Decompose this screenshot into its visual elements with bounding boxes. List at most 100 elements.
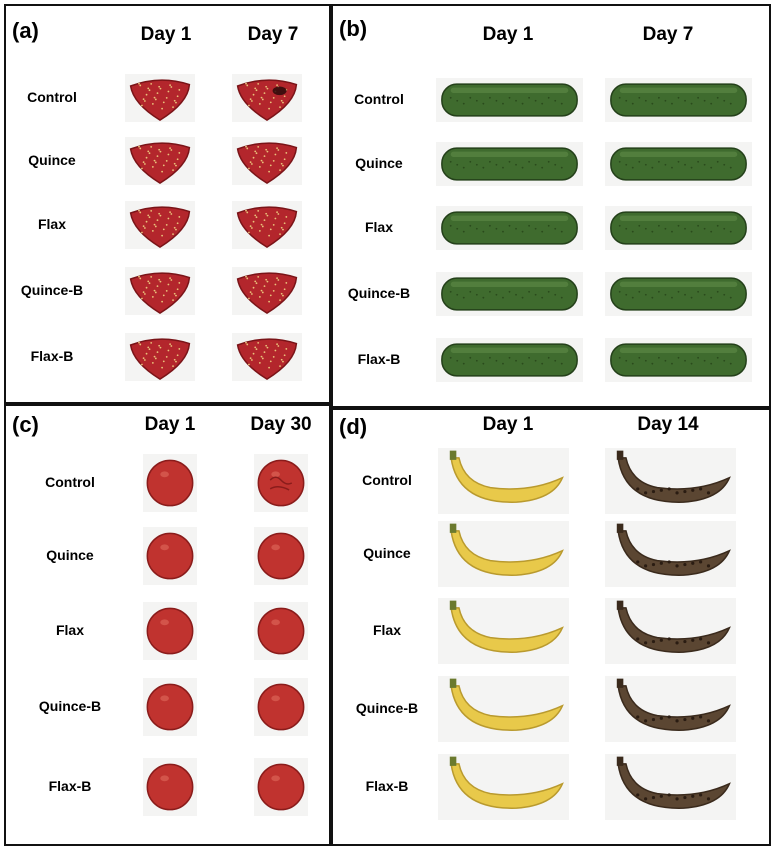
cucumber-bump [671,102,673,105]
seed-dot [161,234,163,237]
cucumber-bump [618,224,621,227]
seed-dot [276,211,278,214]
seed-dot [141,167,143,170]
seed-dot [145,93,148,96]
cucumber-bump [502,230,504,233]
panel-c-tomato-photo-later [254,454,308,512]
panel-d-banana-photo-day1 [438,754,569,820]
cucumber-bump [729,166,732,169]
seed-dot [261,225,264,228]
seed-dot [143,163,146,165]
seed-dot [175,360,177,363]
banana-stem [449,678,457,688]
strawberry-shape [236,206,298,248]
cucumber-bump [475,99,478,102]
banana-spot [675,719,679,723]
seed-dot [175,228,177,231]
cucumber-bump [710,362,713,365]
seed-dot [165,289,168,292]
seed-dot [276,147,278,150]
cucumber-bump [671,166,673,169]
banana-spot [683,639,687,644]
seed-dot [175,101,177,104]
seed-dot [139,277,142,280]
banana-spot [659,716,663,720]
cucumber-bump [723,227,726,230]
seed-dot [265,344,268,347]
cucumber-bump [547,356,550,359]
panel-d-banana-photo-day1 [438,676,569,742]
banana-spot [667,637,671,641]
panel-b-cucumber-photo-day1 [436,338,583,382]
cucumber-bump [495,227,498,230]
cucumber-bump [462,102,465,105]
cucumber-bump [677,290,680,293]
seed-dot [283,222,286,225]
seed-dot [245,145,247,148]
cucumber-bump [729,230,732,233]
seed-dot [255,89,258,92]
seed-dot [252,156,255,159]
seed-dot [145,220,148,223]
seed-dot [142,161,145,164]
panel-a-strawberry-photo-later [232,137,302,185]
panel-a-strawberry-photo-day1 [125,137,195,185]
panel-b-cucumber-photo-later [605,78,752,122]
seed-dot [173,99,176,102]
seed-dot [254,346,257,349]
tomato-shape [146,763,194,811]
panel-a-strawberry-photo-later [232,267,302,315]
banana-spot [651,717,656,722]
cucumber-bump [469,224,472,227]
cucumber-bump [651,102,654,105]
tomato-highlight [271,471,280,478]
banana-spot [699,715,703,719]
seed-dot [167,153,170,156]
seed-dot [165,159,168,162]
seed-dot [276,84,278,87]
cucumber-bump [495,99,498,102]
cucumber-bump [618,96,621,99]
cucumber-bump [729,102,732,105]
panel-b-cucumber-photo-later [605,338,752,382]
panel-c-tomato-photo-day1 [143,602,197,660]
seed-dot [285,282,288,284]
seed-dot [280,162,283,165]
seed-dot [169,211,171,214]
cucumber-bump [716,224,719,227]
cucumber-bump [560,230,563,233]
seed-dot [159,214,162,217]
cucumber-bump [469,290,472,293]
seed-dot [249,161,252,164]
banana-spot [683,562,687,567]
cucumber-bump [618,290,621,293]
seed-dot [265,278,268,281]
strawberry-shape [236,338,298,380]
cucumber-bump [651,166,654,169]
banana-stem [616,450,624,460]
cucumber-bump [462,166,465,169]
cucumber-highlight [619,281,738,287]
cucumber-bump [716,160,719,163]
cucumber-bump [644,227,647,230]
panel-b-cucumber: (b) Day 1 Day 7 Control Quince Flax Quince-… [331,4,771,408]
cucumber-bump [625,227,628,230]
seed-dot [169,84,171,87]
cucumber-bump [449,224,452,227]
banana-spot [651,639,656,644]
strawberry-shape [129,272,191,314]
seed-dot [280,99,283,102]
seed-dot [148,282,151,285]
cucumber-bump [475,293,478,296]
panel-b-cucumber-photo-later [605,206,752,250]
seed-dot [162,164,165,167]
cucumber-bump [528,96,530,99]
cucumber-bump [554,293,557,296]
seed-dot [172,169,174,171]
banana-spot [706,491,711,495]
seed-dot [138,145,140,148]
cucumber-bump [508,224,511,227]
seed-dot [249,98,252,101]
panel-c-col-day1: Day 1 [144,414,196,435]
seed-dot [279,365,281,367]
